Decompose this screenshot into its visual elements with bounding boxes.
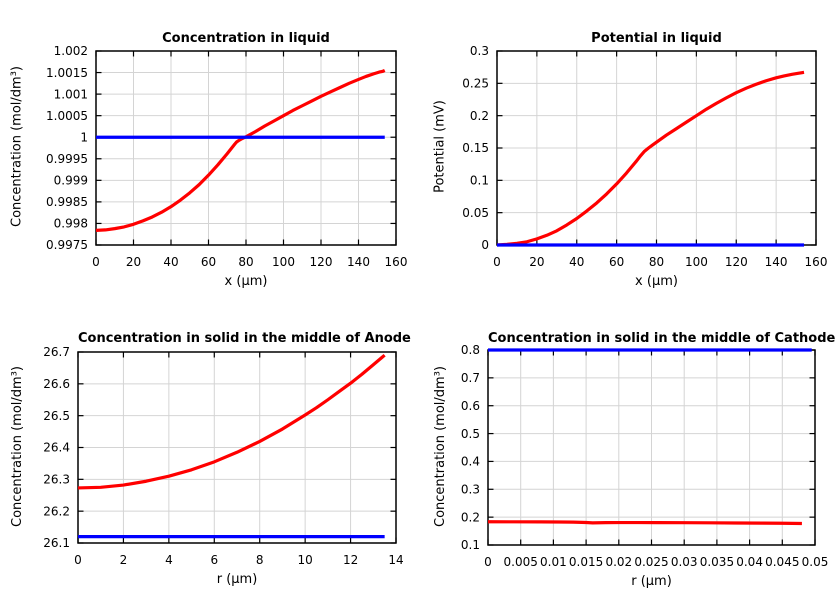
y-tick-label: 0.7 xyxy=(461,371,480,385)
y-tick-label: 26.3 xyxy=(43,473,70,487)
y-tick-label: 0.3 xyxy=(461,483,480,497)
y-tick-label: 1.0015 xyxy=(46,66,88,80)
x-tick-label: 0.005 xyxy=(504,555,538,569)
x-tick-label: 140 xyxy=(765,255,788,269)
x-tick-label: 0.02 xyxy=(605,555,632,569)
y-tick-label: 0.8 xyxy=(461,343,480,357)
x-tick-label: 6 xyxy=(210,553,218,567)
x-tick-label: 14 xyxy=(388,553,403,567)
x-tick-label: 0 xyxy=(484,555,492,569)
y-tick-label: 1.002 xyxy=(54,44,88,58)
y-tick-label: 1 xyxy=(80,130,88,144)
x-tick-label: 20 xyxy=(529,255,544,269)
plot-area: 0 20 40 60 80 100 120 140 160 0.9975 0.998 0.9985 0.… xyxy=(46,44,408,269)
y-tick-label: 0.2 xyxy=(470,109,489,123)
x-tick-label: 2 xyxy=(120,553,128,567)
x-axis-label: x (µm) xyxy=(635,274,678,289)
x-tick-label: 0.035 xyxy=(700,555,734,569)
x-tick-label: 0 xyxy=(493,255,501,269)
y-tick-label: 26.5 xyxy=(43,409,70,423)
x-tick-label: 0 xyxy=(92,255,100,269)
y-tick-label: 0.998 xyxy=(54,217,88,231)
y-tick-label: 26.4 xyxy=(43,441,70,455)
x-tick-label: 20 xyxy=(126,255,141,269)
chart-title: Potential in liquid xyxy=(591,30,722,46)
y-tick-label: 0.9975 xyxy=(46,238,88,252)
series-line-0 xyxy=(77,353,386,490)
plot-area: 0 2 4 6 8 10 12 14 26.1 26.2 26.3 26.4 26.5 26.6 26.7 xyxy=(43,345,403,567)
x-tick-label: 80 xyxy=(649,255,664,269)
x-tick-label: 140 xyxy=(347,255,370,269)
y-tick-label: 0.25 xyxy=(462,77,489,91)
y-tick-label: 0.1 xyxy=(470,174,489,188)
series-line-0 xyxy=(95,68,386,232)
chart-title: Concentration in solid in the middle of … xyxy=(78,330,411,346)
x-tick-label: 160 xyxy=(805,255,828,269)
series-line-0 xyxy=(496,70,805,247)
x-tick-label: 100 xyxy=(272,255,295,269)
y-tick-label: 26.6 xyxy=(43,377,70,391)
chart-concentration-in-solid-anode: 0 2 4 6 8 10 12 14 26.1 26.2 26.3 26.4 26.5 26.6 26.7 … xyxy=(0,300,420,600)
x-tick-label: 60 xyxy=(201,255,216,269)
x-tick-label: 4 xyxy=(165,553,173,567)
y-axis-label: Concentration (mol/dm³) xyxy=(432,365,448,527)
x-tick-label: 0.025 xyxy=(634,555,668,569)
x-tick-label: 120 xyxy=(310,255,333,269)
x-axis-label: r (µm) xyxy=(216,572,258,587)
y-tick-label: 0.999 xyxy=(54,174,88,188)
y-tick-label: 0.3 xyxy=(470,44,489,58)
x-axis-label: x (µm) xyxy=(224,274,268,289)
y-tick-label: 0.4 xyxy=(461,455,480,469)
x-tick-label: 8 xyxy=(256,553,264,567)
x-tick-label: 0 xyxy=(74,553,82,567)
chart-title: Concentration in solid in the middle of … xyxy=(488,330,836,346)
x-tick-label: 0.015 xyxy=(569,555,603,569)
y-axis-label: Concentration (mol/dm³) xyxy=(9,365,25,527)
x-tick-label: 10 xyxy=(297,553,312,567)
plot-area: 0 0.005 0.01 0.015 0.02 0.025 0.03 0.035 0.04 0.0… xyxy=(461,343,829,569)
x-tick-label: 160 xyxy=(385,255,408,269)
x-tick-label: 12 xyxy=(343,553,358,567)
plot-area: 0 20 40 60 80 100 120 140 160 0 0.05 0.1 0.15 0.2 0.25… xyxy=(462,44,828,269)
y-tick-label: 1.0005 xyxy=(46,109,88,123)
y-tick-label: 26.1 xyxy=(43,536,70,550)
x-tick-label: 60 xyxy=(609,255,624,269)
y-tick-label: 0.9985 xyxy=(46,195,88,209)
y-tick-label: 0.15 xyxy=(462,141,489,155)
x-tick-label: 0.05 xyxy=(802,555,829,569)
x-tick-label: 0.045 xyxy=(765,555,799,569)
x-tick-label: 0.04 xyxy=(736,555,763,569)
chart-concentration-in-liquid: 0 20 40 60 80 100 120 140 160 0.9975 0.998 0.9985 0.… xyxy=(0,0,420,300)
x-tick-label: 40 xyxy=(163,255,178,269)
y-tick-label: 0 xyxy=(481,238,489,252)
y-tick-label: 0.2 xyxy=(461,510,480,524)
y-tick-label: 26.7 xyxy=(43,345,70,359)
chart-title: Concentration in liquid xyxy=(162,30,330,46)
x-tick-label: 40 xyxy=(569,255,584,269)
x-axis-label: r (µm) xyxy=(631,574,672,589)
x-tick-label: 80 xyxy=(238,255,253,269)
chart-concentration-in-solid-cathode: 0 0.005 0.01 0.015 0.02 0.025 0.03 0.035 0.04 0.0… xyxy=(420,300,840,600)
y-tick-label: 0.9995 xyxy=(46,152,88,166)
series-line-0 xyxy=(487,520,802,526)
y-tick-label: 1.001 xyxy=(54,87,88,101)
x-tick-label: 0.01 xyxy=(540,555,567,569)
x-tick-label: 120 xyxy=(725,255,748,269)
y-tick-label: 0.5 xyxy=(461,427,480,441)
chart-potential-in-liquid: 0 20 40 60 80 100 120 140 160 0 0.05 0.1 0.15 0.2 0.25… xyxy=(420,0,840,300)
y-axis-label: Concentration (mol/dm³) xyxy=(9,66,25,227)
y-tick-label: 0.1 xyxy=(461,538,480,552)
y-tick-label: 0.6 xyxy=(461,399,480,413)
y-tick-label: 0.05 xyxy=(462,206,489,220)
x-tick-label: 100 xyxy=(685,255,708,269)
x-tick-label: 0.03 xyxy=(671,555,698,569)
y-axis-label: Potential (mV) xyxy=(432,100,448,193)
y-tick-label: 26.2 xyxy=(43,504,70,518)
